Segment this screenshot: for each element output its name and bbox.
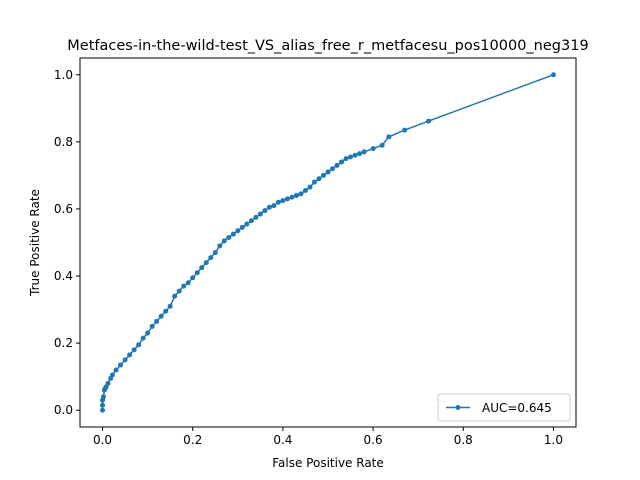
- roc-data-point: [298, 191, 304, 197]
- roc-data-point: [208, 255, 214, 261]
- roc-data-point: [221, 238, 227, 244]
- roc-data-point: [293, 193, 299, 199]
- roc-data-point: [379, 142, 385, 148]
- roc-data-point: [348, 154, 354, 160]
- roc-data-point: [266, 204, 272, 210]
- roc-data-point: [357, 151, 363, 157]
- y-axis: 0.0 0.2 0.4 0.6 0.8 1.0: [54, 68, 80, 417]
- legend-marker-swatch: [455, 405, 461, 410]
- roc-data-point: [235, 228, 241, 234]
- x-axis: 0.0 0.2 0.4 0.6 0.8 1.0: [93, 427, 563, 447]
- roc-data-point: [311, 179, 317, 185]
- roc-data-point: [194, 270, 200, 276]
- roc-data-point: [426, 118, 432, 124]
- roc-data-point: [239, 224, 245, 230]
- roc-data-point: [149, 323, 155, 329]
- roc-data-point: [302, 188, 308, 194]
- roc-data-point: [113, 367, 119, 373]
- roc-data-point: [262, 208, 268, 214]
- roc-data-point: [199, 265, 205, 271]
- roc-data-point: [212, 250, 218, 256]
- roc-data-point: [257, 211, 263, 217]
- plot-area: 0.0 0.2 0.4 0.6 0.8 1.0 0.0 0.2 0.4 0.6 0.8 1.0: [54, 57, 577, 447]
- roc-data-point: [289, 194, 295, 200]
- roc-data-point: [190, 275, 196, 281]
- roc-data-point: [275, 199, 281, 205]
- roc-data-point: [226, 234, 232, 240]
- y-tick-label: 0.8: [54, 135, 73, 149]
- roc-data-point: [230, 231, 236, 237]
- roc-data-point: [316, 176, 322, 182]
- y-tick-label: 1.0: [54, 68, 73, 82]
- roc-data-point: [284, 196, 290, 202]
- roc-data-point: [217, 243, 223, 249]
- roc-data-point: [325, 169, 331, 175]
- roc-data-point: [330, 166, 336, 172]
- roc-data-point: [100, 402, 106, 408]
- roc-data-point: [370, 146, 376, 152]
- x-tick-label: 0.4: [273, 433, 292, 447]
- roc-data-point: [343, 156, 349, 162]
- roc-data-point: [181, 283, 187, 289]
- roc-data-point: [203, 260, 209, 266]
- roc-data-point: [334, 162, 340, 168]
- y-tick-label: 0.2: [54, 336, 73, 350]
- y-axis-label: True Positive Rate: [28, 189, 42, 297]
- roc-data-point: [402, 127, 408, 133]
- roc-data-point: [244, 221, 250, 227]
- axes-frame: [79, 57, 577, 428]
- x-tick-label: 0.8: [454, 433, 473, 447]
- roc-data-point: [280, 198, 286, 204]
- x-tick-label: 0.0: [93, 433, 112, 447]
- roc-data-point: [100, 407, 106, 413]
- roc-data-point: [158, 313, 164, 319]
- roc-data-point: [131, 347, 137, 353]
- roc-data-point: [176, 288, 182, 294]
- roc-data-point: [145, 330, 151, 336]
- x-tick-label: 0.6: [364, 433, 383, 447]
- roc-data-point: [109, 372, 115, 378]
- roc-data-point: [136, 342, 142, 348]
- roc-data-point: [271, 203, 277, 209]
- roc-data-point: [361, 149, 367, 155]
- roc-data-point: [339, 159, 345, 165]
- roc-data-point: [386, 134, 392, 140]
- roc-data-point: [122, 357, 128, 363]
- roc-data-point: [167, 303, 173, 309]
- roc-data-point: [550, 72, 556, 78]
- roc-data-point: [185, 280, 191, 286]
- roc-data-point: [307, 184, 313, 190]
- roc-data-point: [118, 362, 124, 368]
- roc-data-point: [320, 172, 326, 178]
- chart-title: Metfaces-in-the-wild-test_VS_alias_free_…: [67, 38, 588, 54]
- legend-box: [437, 393, 571, 422]
- x-tick-label: 1.0: [544, 433, 563, 447]
- roc-data-point: [127, 352, 133, 358]
- series-layer: [100, 72, 556, 413]
- x-axis-label: False Positive Rate: [272, 456, 384, 470]
- roc-data-point: [253, 214, 259, 220]
- roc-data-point: [140, 335, 146, 341]
- roc-data-point: [163, 308, 169, 314]
- y-tick-label: 0.0: [54, 403, 73, 417]
- legend-label: AUC=0.645: [482, 401, 552, 415]
- roc-data-point: [352, 152, 358, 158]
- x-tick-label: 0.2: [183, 433, 202, 447]
- roc-data-point: [105, 380, 111, 386]
- roc-data-point: [248, 218, 254, 224]
- roc-data-point: [154, 318, 160, 324]
- y-tick-label: 0.4: [54, 269, 73, 283]
- y-tick-label: 0.6: [54, 202, 73, 216]
- roc-data-point: [100, 394, 106, 400]
- roc-data-point: [172, 293, 178, 299]
- legend: AUC=0.645: [437, 393, 571, 422]
